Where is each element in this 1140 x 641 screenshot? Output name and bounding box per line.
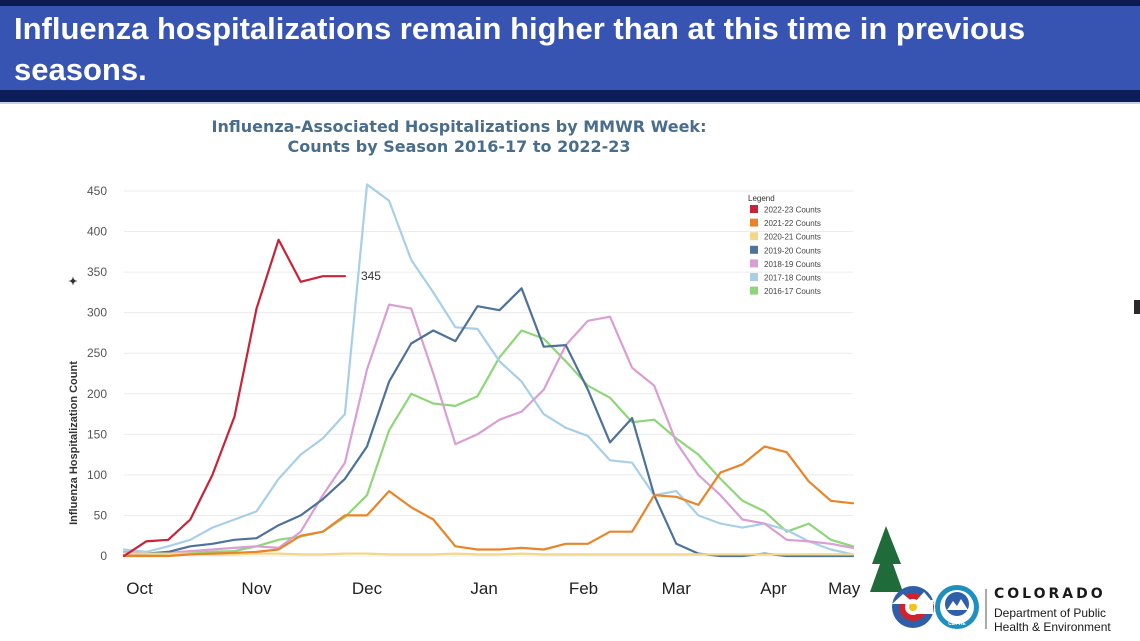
- series-line-2022-23-counts: [122, 238, 346, 558]
- chart-title: Influenza-Associated Hospitalizations by…: [212, 117, 707, 136]
- y-axis-label: Influenza Hospitalization Count: [68, 361, 80, 525]
- logo-department-line2: Health & Environment: [994, 620, 1111, 634]
- edge-marker: [1134, 300, 1140, 314]
- y-tick-label: 200: [87, 387, 107, 401]
- legend-entry: 2016-17 Counts: [764, 287, 821, 296]
- y-tick-label: 350: [87, 265, 107, 279]
- legend-entry: 2022-23 Counts: [764, 206, 821, 215]
- x-tick-label: Jan: [470, 579, 497, 598]
- header-shadow-band: [0, 90, 1140, 102]
- x-tick-label: Dec: [352, 579, 383, 598]
- series-line-2021-22-counts: [122, 445, 855, 558]
- x-axis-ticks: Oct Nov Dec Jan Feb Mar Apr May: [126, 579, 860, 598]
- y-tick-label: 0: [100, 549, 107, 563]
- y-tick-label: 450: [87, 184, 107, 198]
- y-tick-label: 250: [87, 346, 107, 360]
- legend-swatch: [750, 259, 758, 268]
- legend-swatch: [750, 205, 758, 213]
- series-line-2016-17-counts: [122, 329, 855, 558]
- header-divider: [0, 102, 1140, 104]
- top-strip: [0, 0, 1140, 6]
- series-line-2018-19-counts: [122, 303, 855, 555]
- legend-entry: 2017-18 Counts: [764, 274, 821, 283]
- legend-title: Legend: [748, 194, 775, 203]
- x-tick-label: Feb: [569, 579, 598, 598]
- chart-subtitle: Counts by Season 2016-17 to 2022-23: [287, 137, 630, 156]
- y-tick-label: 100: [87, 468, 107, 482]
- latest-value-annotation: 345: [361, 269, 381, 283]
- y-tick-label: 300: [87, 306, 107, 320]
- x-tick-label: Oct: [126, 579, 153, 598]
- series-line-2017-18-counts: [122, 183, 855, 556]
- legend-swatch: [750, 286, 758, 295]
- series-line-2020-21-counts: [122, 552, 855, 556]
- logo-state: COLORADO: [994, 586, 1106, 602]
- legend-swatch: [750, 245, 758, 254]
- legend: Legend 2022-23 Counts 2021-22 Counts 2020-…: [748, 194, 821, 296]
- legend-entry: 2018-19 Counts: [764, 260, 821, 269]
- colorado-tree-logo-icon: [870, 526, 934, 628]
- series-line-2019-20-counts: [122, 287, 855, 558]
- legend-entry: 2021-22 Counts: [764, 219, 821, 228]
- legend-entry: 2020-21 Counts: [764, 233, 821, 242]
- slide-header: Influenza hospitalizations remain higher…: [0, 6, 1140, 90]
- cdphe-seal-icon: CDPHE: [935, 585, 979, 629]
- legend-entry: 2019-20 Counts: [764, 246, 821, 255]
- y-axis-label-marker: ✦: [68, 276, 80, 285]
- hospitalizations-chart: Influenza-Associated Hospitalizations by…: [68, 117, 1111, 634]
- y-tick-label: 150: [87, 427, 107, 441]
- y-tick-label: 400: [87, 225, 107, 239]
- cdphe-logo: CDPHE COLORADO Department of Public Heal…: [870, 526, 1111, 634]
- y-axis-ticks: 0 50 100 150 200 250 300 350 400 450: [87, 184, 107, 563]
- logo-department-line1: Department of Public: [994, 606, 1106, 620]
- x-tick-label: May: [828, 579, 861, 598]
- legend-swatch: [750, 218, 758, 227]
- x-tick-label: Nov: [241, 579, 272, 598]
- legend-swatch: [750, 232, 758, 241]
- x-tick-label: Apr: [760, 579, 787, 598]
- y-tick-label: 50: [94, 508, 108, 522]
- seal-text: CDPHE: [948, 621, 966, 627]
- series-lines: [122, 183, 855, 558]
- x-tick-label: Mar: [662, 579, 692, 598]
- legend-swatch: [750, 273, 758, 281]
- slide-title: Influenza hospitalizations remain higher…: [14, 11, 1026, 87]
